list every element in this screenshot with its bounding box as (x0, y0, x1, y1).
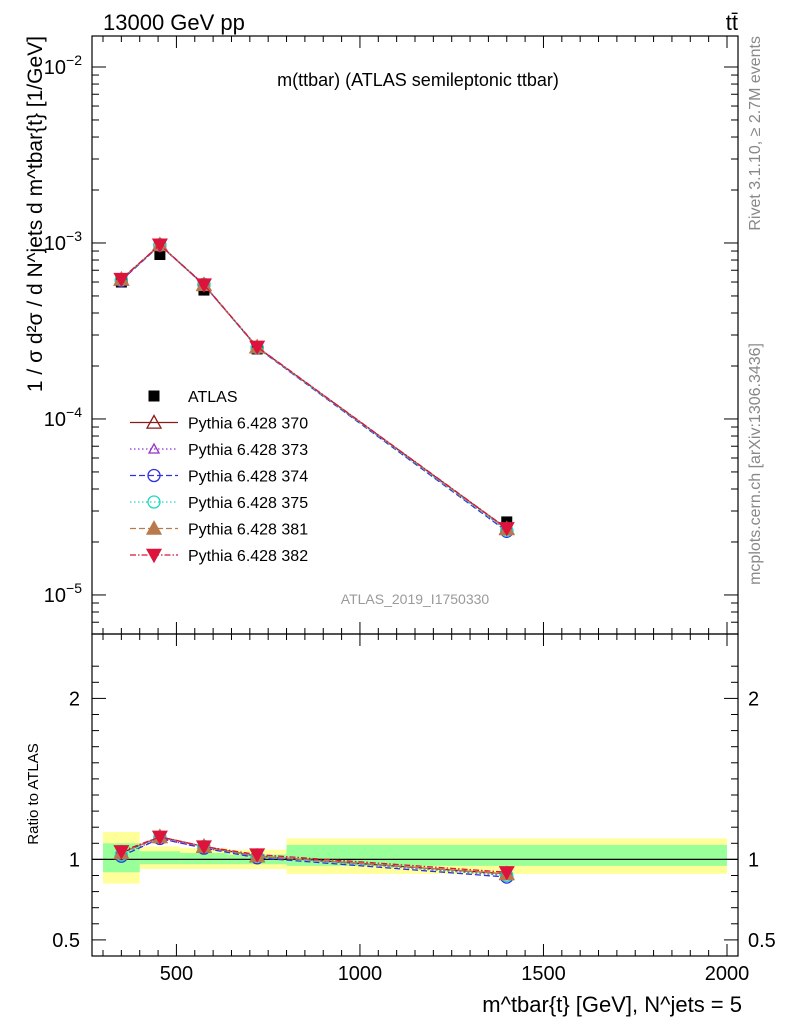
legend-marker-atlas (148, 390, 160, 402)
legend-marker-5 (145, 548, 163, 564)
main-ytick-label-2: 10−3 (44, 228, 82, 255)
main-series-5-point-4 (498, 522, 515, 537)
stat-band-4 (286, 844, 727, 866)
ratio-frame (91, 633, 739, 957)
legend-label-2: Pythia 6.428 374 (188, 469, 308, 486)
watermark: ATLAS_2019_I1750330 (341, 591, 490, 607)
main-series-5-point-2 (195, 278, 212, 293)
ratio-series-line-2 (121, 837, 507, 878)
main-series-5-point-1 (151, 238, 168, 253)
atlas-point-1 (154, 249, 166, 261)
stat-band-1 (139, 851, 181, 865)
main-title: m(ttbar) (ATLAS semileptonic ttbar) (277, 70, 559, 90)
main-frame (91, 35, 739, 635)
ratio-series-5-point-0 (113, 845, 130, 860)
x-tick-label: 500 (160, 963, 193, 985)
main-series-line-3 (120, 243, 508, 531)
ratio-ytick-label-right-1: 1 (748, 849, 759, 871)
ratio-ytick-label-left-1: 1 (69, 849, 80, 871)
legend: ATLAS Pythia 6.428 370 Pythia 6.428 373 Pyt… (130, 389, 308, 565)
x-tick-label: 2000 (705, 963, 750, 985)
legend-label-4: Pythia 6.428 381 (188, 522, 308, 539)
x-tick-label: 1000 (338, 963, 383, 985)
ratio-ytick-label-right-0: 0.5 (748, 930, 776, 952)
x-axis-label: m^tbar{t} [GeV], N^jets = 5 (482, 992, 742, 1017)
ratio-series-5-point-1 (151, 830, 168, 846)
legend-label-3: Pythia 6.428 375 (188, 495, 308, 512)
ratio-ytick-label-left-2: 2 (69, 688, 80, 710)
legend-marker-1 (147, 442, 161, 454)
main-series-5-point-3 (249, 340, 266, 356)
main-ytick-label-1: 10−4 (44, 404, 82, 431)
x-tick-label: 1500 (521, 963, 566, 985)
legend-marker-0 (145, 414, 163, 429)
main-series-line-5 (120, 243, 508, 529)
header-right: tt̄ (726, 10, 738, 35)
ratio-ytick-label-left-0: 0.5 (52, 930, 80, 952)
rivet-label: Rivet 3.1.10, ≥ 2.7M events (747, 36, 764, 231)
mcplots-label: mcplots.cern.ch [arXiv:1306.3436] (747, 343, 764, 585)
ratio-ylabel: Ratio to ATLAS (25, 743, 42, 844)
main-ytick-label-0: 10−5 (44, 580, 82, 607)
main-ytick-label-3: 10−2 (44, 52, 82, 79)
main-ylabel: 1 / σ d²σ / d N^jets d m^tbar{t} [1/GeV] (24, 36, 47, 392)
legend-marker-2 (147, 468, 161, 483)
legend-marker-4 (145, 520, 163, 535)
header-left: 13000 GeV pp (103, 10, 245, 35)
legend-label-0: Pythia 6.428 370 (188, 416, 308, 433)
stat-band-2 (180, 852, 228, 865)
ratio-series-5-point-4 (498, 866, 515, 881)
main-series-5-point-0 (113, 272, 130, 288)
ratio-series-5-point-2 (195, 840, 212, 855)
legend-marker-3 (147, 495, 161, 509)
legend-label-5: Pythia 6.428 382 (188, 548, 308, 565)
ratio-ytick-label-right-2: 2 (748, 688, 759, 710)
legend-label-1: Pythia 6.428 373 (188, 442, 308, 459)
legend-label-atlas: ATLAS (188, 389, 238, 406)
ratio-series-5-point-3 (249, 848, 266, 863)
